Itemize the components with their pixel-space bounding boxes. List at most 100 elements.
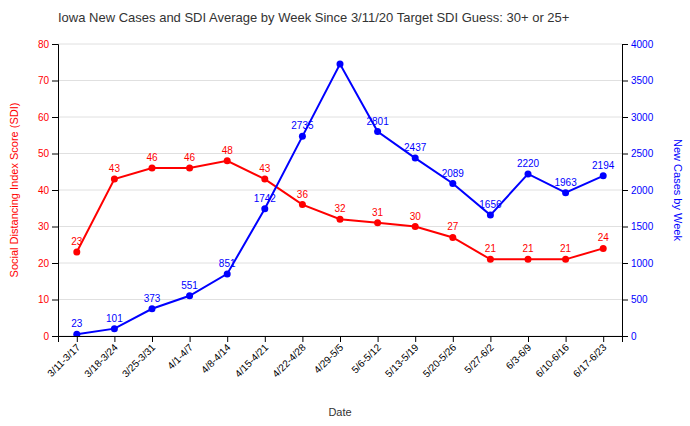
tick-mark	[52, 263, 58, 264]
point	[600, 245, 607, 252]
series-line	[77, 161, 603, 260]
data-label: 46	[184, 152, 196, 163]
tick: 6/10-6/16	[533, 336, 571, 379]
point	[224, 157, 231, 164]
point	[111, 176, 118, 183]
tick: 40	[38, 185, 58, 196]
grid-line	[58, 190, 622, 191]
data-label: 24	[598, 232, 610, 243]
tick: 0	[622, 331, 637, 342]
axis-line	[52, 45, 59, 337]
grid-line	[58, 299, 622, 300]
tick-label: 3/18-3/24	[82, 341, 120, 379]
tick-mark	[622, 44, 628, 45]
tick-label: 30	[38, 221, 50, 232]
tick: 3/11-3/17	[45, 336, 82, 379]
data-label: 23	[71, 236, 83, 247]
data-label: 31	[372, 207, 384, 218]
tick-label: 2000	[631, 185, 654, 196]
tick-label: 1500	[631, 221, 654, 232]
tick: 4/15-4/21	[233, 336, 271, 379]
data-label: 21	[485, 243, 497, 254]
tick-label: 4/15-4/21	[233, 341, 271, 379]
tick: 50	[38, 148, 58, 159]
point	[149, 165, 156, 172]
grid-line	[58, 44, 622, 45]
tick-mark	[622, 336, 628, 337]
tick-label: 5/6-5/12	[349, 341, 383, 375]
tick: 5/27-6/2	[462, 336, 496, 375]
data-label: 851	[219, 258, 236, 269]
tick-mark	[622, 81, 628, 82]
markers	[73, 61, 606, 336]
tick: 500	[622, 294, 648, 305]
tick: 30	[38, 221, 58, 232]
point	[562, 256, 569, 263]
tick-mark	[52, 44, 58, 45]
tick-mark	[340, 336, 341, 342]
grid-line	[58, 117, 622, 118]
tick-label: 20	[38, 258, 50, 269]
tick-mark	[52, 117, 58, 118]
tick: 3500	[622, 75, 654, 86]
plot: 3/11-3/173/18-3/243/25-3/314/1-4/74/8-4/…	[8, 39, 684, 418]
tick: 4000	[622, 39, 654, 50]
series-line	[77, 64, 603, 334]
point	[412, 223, 419, 230]
tick-mark	[152, 336, 153, 342]
point	[224, 270, 231, 277]
y-axis-title: Social Distancing Index Score (SDI)	[8, 103, 20, 278]
point	[562, 189, 569, 196]
data-label: 2735	[291, 120, 314, 131]
point	[449, 180, 456, 187]
tick: 4/22-4/28	[270, 336, 308, 379]
axis-line	[59, 337, 623, 343]
data-label: 551	[181, 280, 198, 291]
tick-mark	[528, 336, 529, 342]
tick: 3/18-3/24	[82, 336, 120, 379]
data-label: 2194	[592, 160, 615, 171]
tick-label: 60	[38, 112, 50, 123]
data-label: 2437	[404, 142, 427, 153]
point	[487, 256, 494, 263]
tick-label: 0	[43, 331, 49, 342]
data-label: 1963	[554, 177, 577, 188]
tick-mark	[52, 227, 58, 228]
tick-label: 6/10-6/16	[533, 341, 571, 379]
tick-mark	[190, 336, 191, 342]
tick-mark	[603, 336, 604, 342]
point	[449, 234, 456, 241]
tick: 4/29-5/5	[312, 336, 346, 375]
grid-line	[58, 263, 622, 264]
tick-mark	[265, 336, 266, 342]
tick: 6/17-6/23	[571, 336, 609, 379]
data-label: 43	[259, 163, 271, 174]
tick-mark	[622, 227, 628, 228]
tick: 70	[38, 75, 58, 86]
point	[186, 165, 193, 172]
data-label: 2089	[442, 168, 465, 179]
tick-label: 6/17-6/23	[571, 341, 609, 379]
tick-label: 70	[38, 75, 50, 86]
tick: 1500	[622, 221, 654, 232]
tick-mark	[453, 336, 454, 342]
tick-label: 500	[631, 294, 648, 305]
point	[149, 305, 156, 312]
tick-label: 1000	[631, 258, 654, 269]
tick-mark	[622, 154, 628, 155]
point	[487, 212, 494, 219]
tick-label: 80	[38, 39, 50, 50]
data-label: 101	[106, 313, 123, 324]
tick-label: 3/11-3/17	[45, 341, 82, 378]
x-axis-title: Date	[328, 406, 351, 418]
tick: 3/25-3/31	[120, 336, 158, 379]
point	[600, 172, 607, 179]
data-label: 46	[146, 152, 158, 163]
tick-mark	[52, 154, 58, 155]
tick-mark	[52, 300, 58, 301]
data-label: 23	[71, 318, 83, 329]
tick-mark	[302, 336, 303, 342]
y2-axis-title: New Cases by Week	[672, 139, 684, 241]
title: Iowa New Cases and SDI Average by Week S…	[58, 10, 569, 25]
point	[374, 128, 381, 135]
